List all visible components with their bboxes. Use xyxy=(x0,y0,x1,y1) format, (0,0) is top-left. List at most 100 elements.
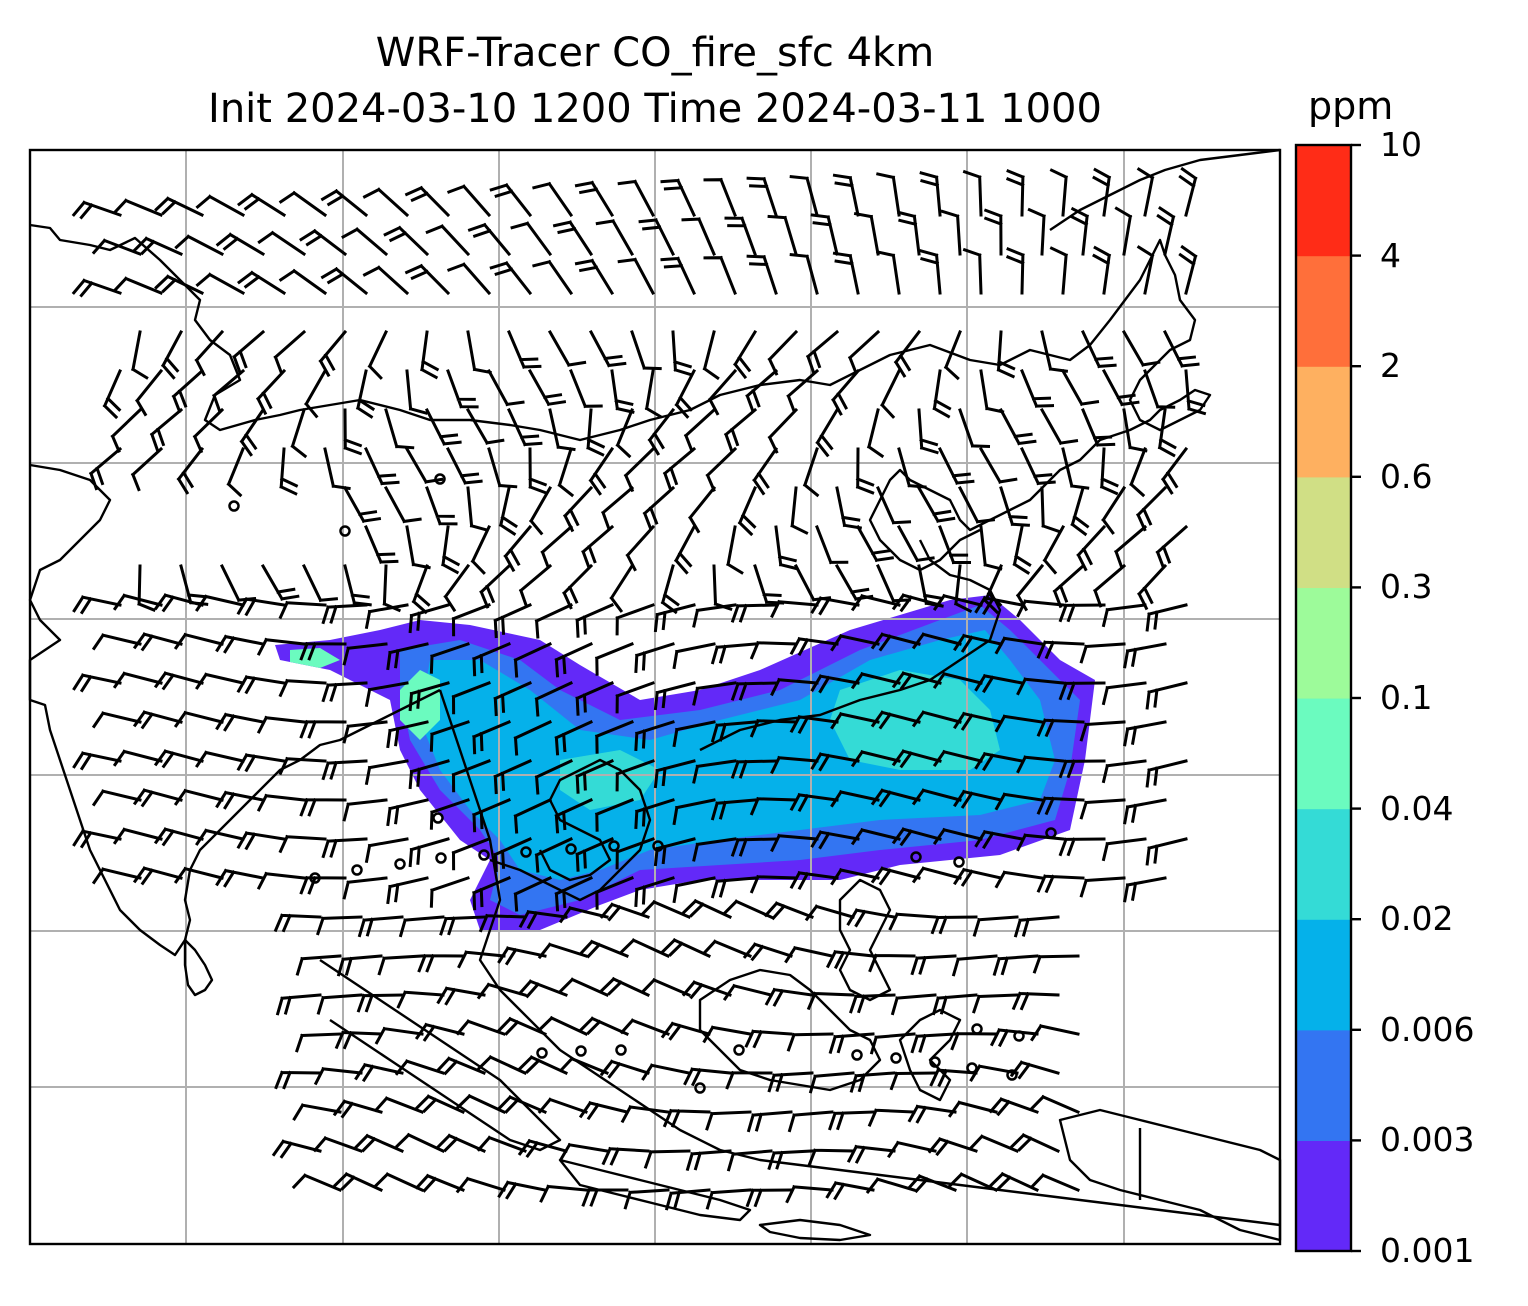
wind-barb xyxy=(470,525,491,575)
wind-barb xyxy=(962,169,983,217)
calm-wind-circle xyxy=(608,840,620,852)
wind-barb xyxy=(72,829,122,849)
wind-barb xyxy=(1081,408,1116,447)
wind-barb xyxy=(1092,563,1127,608)
wind-barb xyxy=(312,1135,363,1153)
wind-barb xyxy=(364,759,409,786)
wind-barb xyxy=(972,915,1019,937)
wind-barb xyxy=(112,276,163,295)
wind-barb xyxy=(539,1184,588,1203)
wind-barb xyxy=(1058,603,1106,623)
wind-barb xyxy=(849,1071,896,1093)
wind-barb xyxy=(594,642,634,676)
wind-barb xyxy=(681,980,732,1000)
wind-barb xyxy=(513,720,552,756)
wind-barb xyxy=(405,525,431,570)
wind-barb xyxy=(808,1071,855,1094)
wind-barb xyxy=(574,258,615,296)
wind-barb xyxy=(888,912,937,931)
wind-barb xyxy=(586,408,606,457)
colorbar-tick-label: 0.006 xyxy=(1380,1009,1475,1049)
wind-barb xyxy=(232,329,266,374)
wind-barb xyxy=(846,908,896,928)
wind-barb xyxy=(595,218,635,257)
wind-barb xyxy=(870,710,921,730)
wind-barb xyxy=(274,1070,322,1090)
wind-barb xyxy=(472,798,511,833)
wind-barb xyxy=(957,485,996,524)
wind-barb xyxy=(722,983,773,1001)
wind-barb xyxy=(408,603,450,634)
wind-barb xyxy=(673,524,697,575)
coastline-china-east xyxy=(699,539,1002,752)
calm-wind-circle xyxy=(953,856,965,868)
wind-barb xyxy=(343,564,372,607)
wind-barb xyxy=(594,720,634,754)
wind-barb xyxy=(343,408,363,456)
calm-wind-circle xyxy=(434,473,446,485)
wind-barb xyxy=(174,234,225,257)
wind-barb xyxy=(1029,1173,1080,1192)
wind-barb xyxy=(195,594,245,612)
wind-barb xyxy=(1123,642,1167,669)
coastline-timor xyxy=(758,1218,872,1242)
wind-barb xyxy=(91,633,142,651)
wind-barb xyxy=(377,954,424,976)
wind-barb xyxy=(804,904,855,922)
wind-barb xyxy=(763,901,814,921)
wind-barb xyxy=(417,953,465,973)
wind-barb xyxy=(405,369,428,415)
wind-barb xyxy=(1145,837,1188,866)
wind-barb xyxy=(356,993,404,1013)
wind-barb xyxy=(487,447,518,489)
coastline-india-west xyxy=(29,223,1212,572)
wind-barb xyxy=(71,278,122,298)
wind-barb xyxy=(1058,759,1106,779)
wind-barb xyxy=(891,593,942,613)
wind-barb xyxy=(619,938,670,958)
wind-barb xyxy=(1145,603,1188,632)
wind-barb xyxy=(810,596,860,616)
wind-barb xyxy=(849,993,896,1014)
wind-barb xyxy=(638,217,676,257)
wind-barb xyxy=(1061,447,1090,490)
wind-barb xyxy=(575,837,614,872)
wind-barb xyxy=(789,636,839,657)
wind-barb xyxy=(354,1062,404,1083)
calm-wind-circle xyxy=(565,843,577,855)
wind-barb xyxy=(88,446,123,491)
wind-barb xyxy=(195,672,245,690)
wind-barb xyxy=(786,368,820,413)
wind-barb xyxy=(404,446,444,484)
wind-barb xyxy=(226,447,245,498)
wind-barb xyxy=(730,759,778,779)
wind-barb xyxy=(828,1110,875,1131)
wind-barb xyxy=(662,1108,711,1128)
wind-barb xyxy=(215,712,265,732)
coastline-kamchatka xyxy=(1049,148,1281,231)
wind-barb xyxy=(173,632,224,650)
wind-barb xyxy=(236,753,286,773)
wind-barb xyxy=(1036,718,1085,738)
wind-barb xyxy=(1136,245,1155,295)
wind-barb xyxy=(290,408,308,459)
wind-barb xyxy=(384,408,415,450)
wind-barb xyxy=(832,173,860,217)
wind-barb xyxy=(660,937,711,958)
wind-barb xyxy=(999,486,1030,527)
wind-barb xyxy=(132,710,183,730)
wind-barb xyxy=(692,837,737,862)
wind-barb xyxy=(830,633,880,652)
map-title-line1: WRF-Tracer CO_fire_sfc 4km xyxy=(375,30,935,76)
wind-barb xyxy=(850,749,901,768)
wind-barb xyxy=(336,954,383,977)
colorbar-segment xyxy=(1296,366,1351,478)
wind-barb xyxy=(1157,408,1177,458)
colorbar-tick-label: 0.6 xyxy=(1380,456,1433,496)
wind-barb xyxy=(1123,720,1167,747)
wind-barb xyxy=(876,172,901,217)
wind-barb xyxy=(850,827,901,846)
wind-barb xyxy=(906,1173,957,1194)
plume-level-0.04 xyxy=(290,648,440,740)
wind-barb xyxy=(770,599,819,619)
